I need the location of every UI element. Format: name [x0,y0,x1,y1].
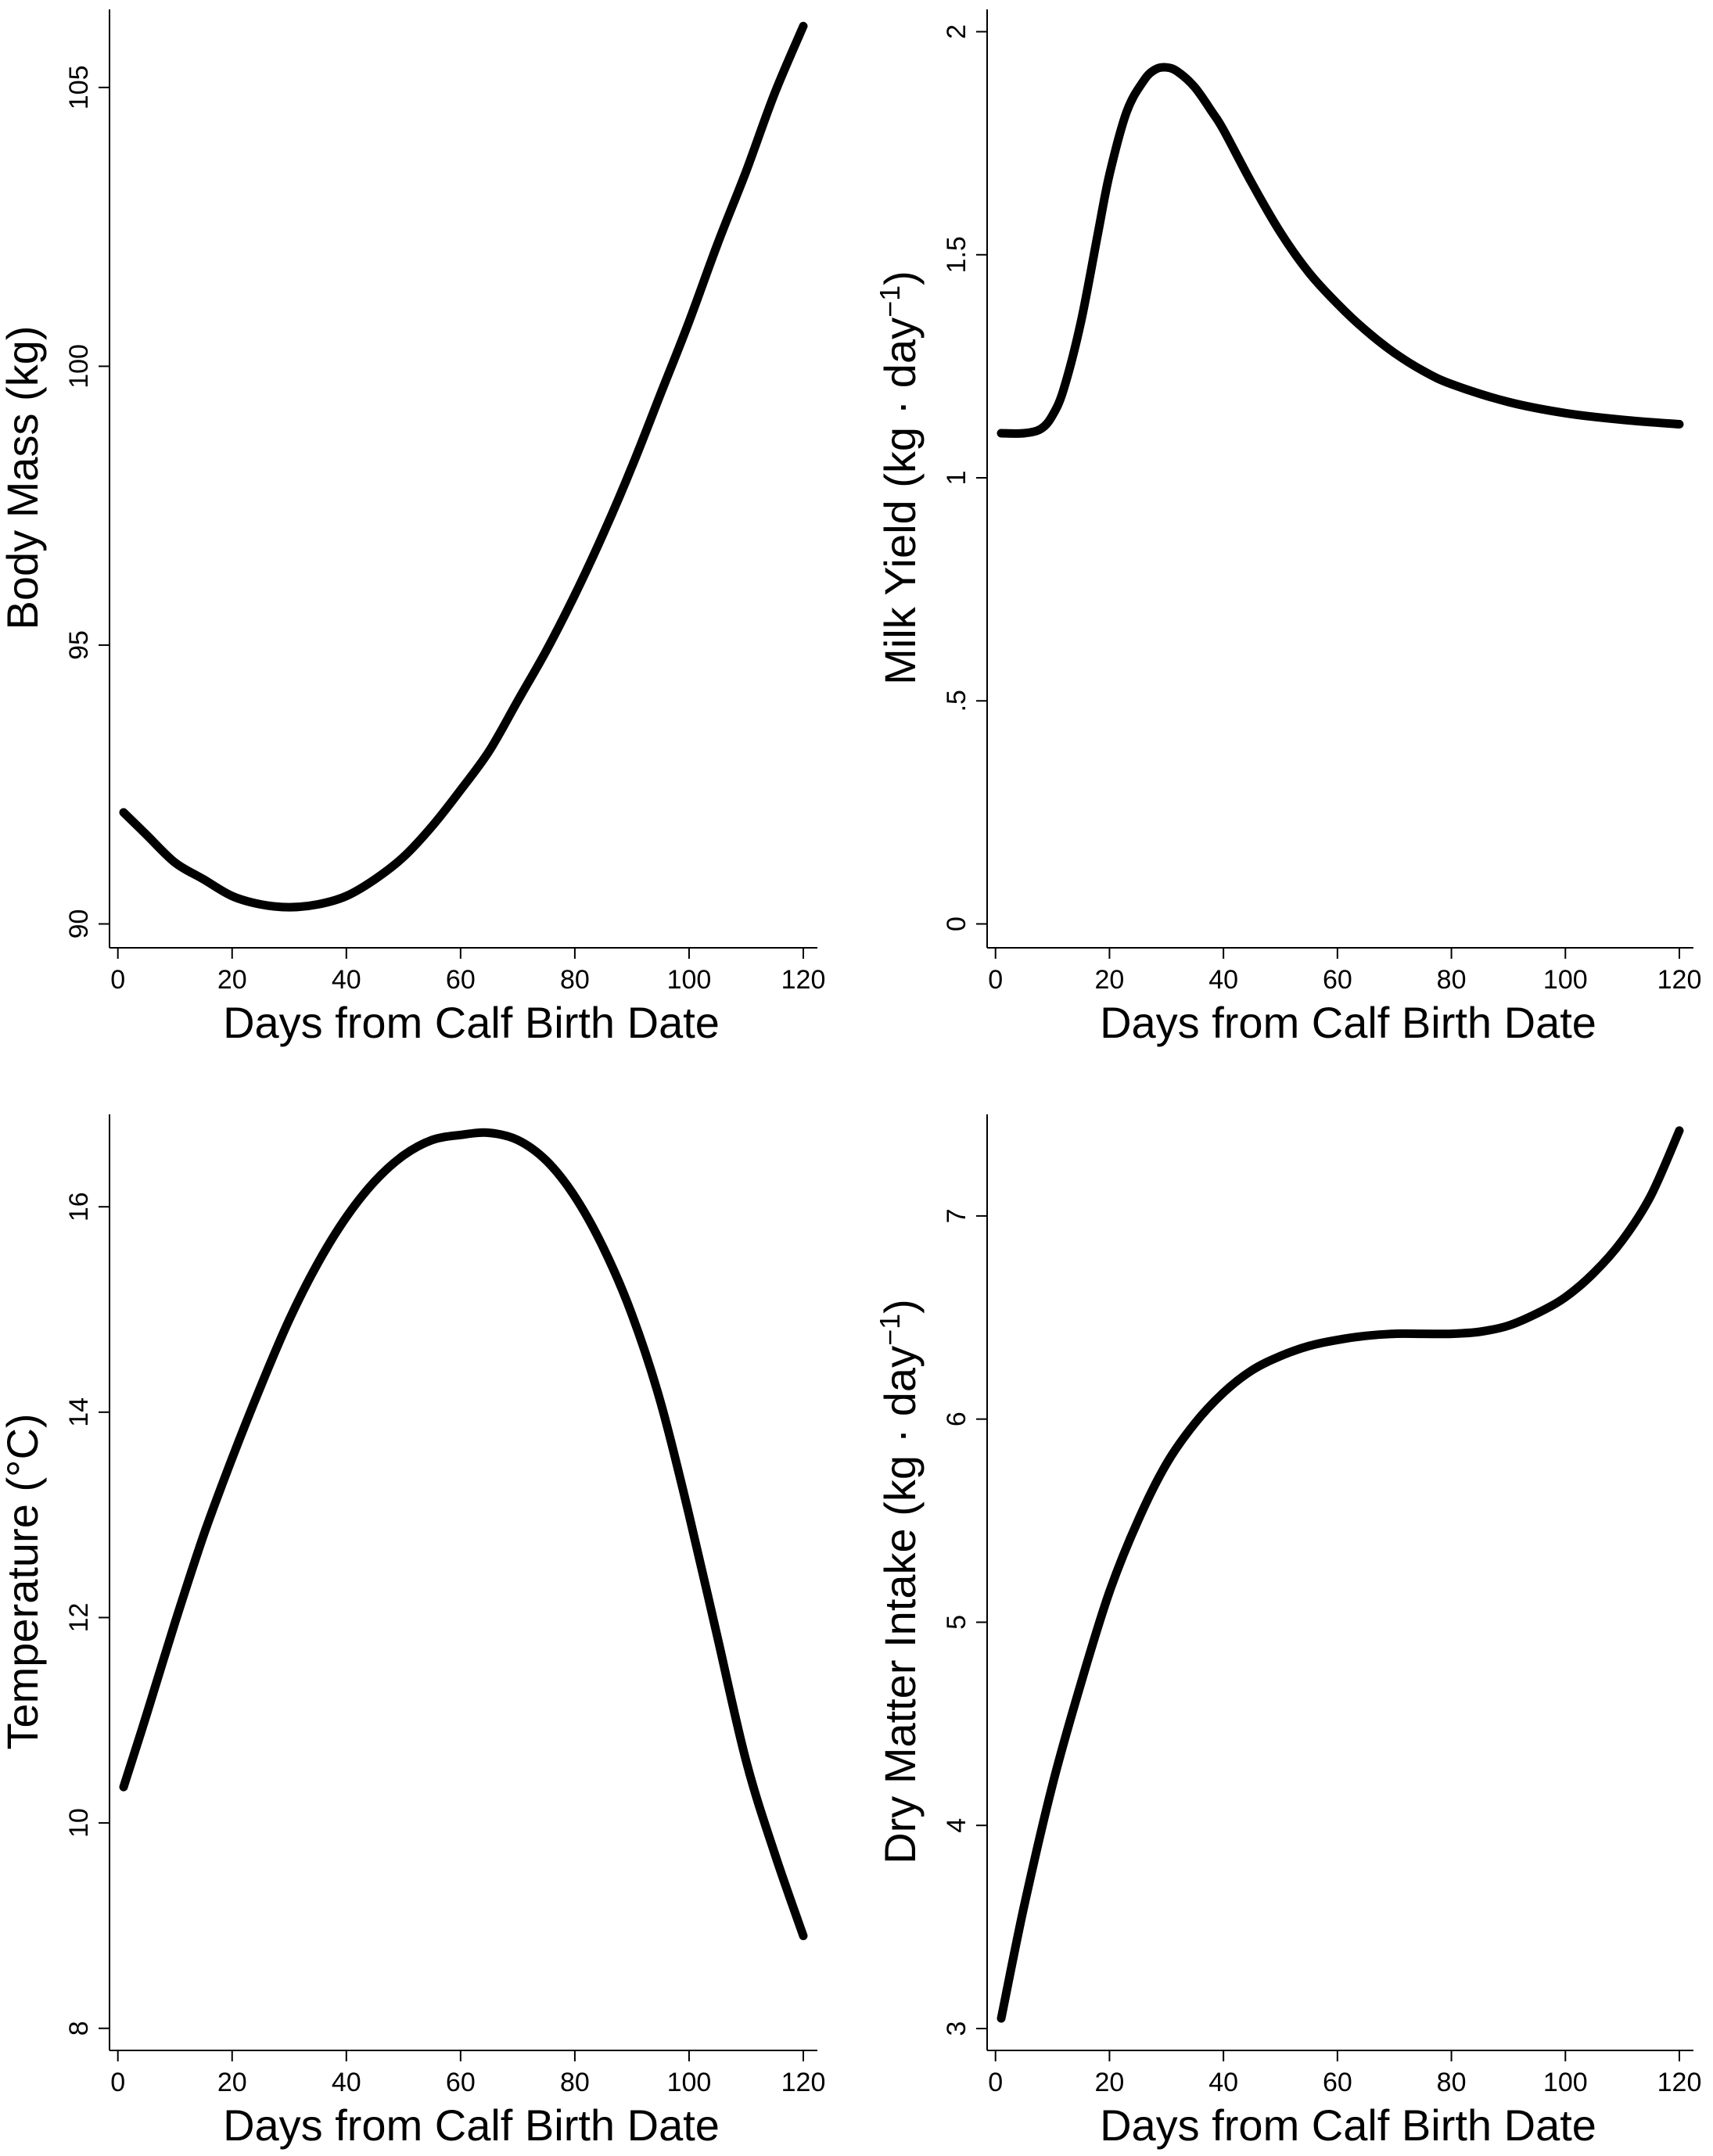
x-tick-label: 20 [217,2068,247,2097]
x-tick-label: 120 [781,2068,826,2097]
x-tick-label: 40 [1208,965,1238,995]
x-tick-label: 40 [1208,2068,1238,2097]
y-tick-label: 6 [942,1412,971,1426]
y-tick-label: 8 [64,2021,94,2036]
x-tick-label: 0 [988,2068,1003,2097]
x-tick-label: 0 [988,965,1003,995]
y-tick-label: 1 [942,471,971,486]
y-tick-label: 0 [942,917,971,931]
x-tick-label: 80 [1437,2068,1467,2097]
panel-dry-matter-intake: 0 20 40 60 80 100 120 3 4 5 6 7 Days from Calf Birth… [874,1114,1702,2150]
x-tick-label: 80 [560,2068,590,2097]
panel-body-mass: 0 20 40 60 80 100 120 90 95 100 105 Days from Calf … [0,9,825,1047]
x-axis-title: Days from Calf Birth Date [223,998,720,1047]
x-tick-label: 20 [1095,2068,1125,2097]
x-tick-label: 60 [1323,2068,1352,2097]
y-axis-title: Temperature (°C) [0,1413,47,1749]
y-tick-label: 105 [64,65,94,109]
y-tick-label: 1.5 [942,236,971,273]
x-tick-label: 60 [446,2068,476,2097]
x-tick-label: 120 [1657,965,1702,995]
y-tick-label: 90 [64,909,94,939]
x-axis-title: Days from Calf Birth Date [1100,2100,1596,2150]
panel-temperature: 0 20 40 60 80 100 120 8 10 12 14 16 Days from Calf B… [0,1114,825,2150]
x-tick-label: 0 [110,2068,125,2097]
x-tick-label: 60 [1323,965,1352,995]
y-tick-label: 3 [942,2021,971,2036]
y-tick-label: 10 [64,1808,94,1838]
y-tick-label: 14 [64,1397,94,1427]
x-tick-label: 80 [560,965,590,995]
x-tick-label: 100 [1543,2068,1588,2097]
y-tick-label: 4 [942,1818,971,1833]
x-axis-title: Days from Calf Birth Date [223,2100,720,2150]
series-line [997,1126,1684,2023]
series-line [997,63,1684,438]
x-tick-label: 20 [217,965,247,995]
y-tick-label: .5 [942,690,971,712]
y-tick-label: 7 [942,1208,971,1223]
x-tick-label: 100 [667,2068,712,2097]
x-tick-label: 120 [781,965,826,995]
x-tick-label: 120 [1657,2068,1702,2097]
x-tick-label: 20 [1095,965,1125,995]
y-axis-title: Dry Matter Intake (kg · day−1) [874,1299,925,1864]
x-tick-label: 0 [110,965,125,995]
y-axis-title: Body Mass (kg) [0,326,47,630]
y-tick-label: 2 [942,24,971,39]
x-tick-label: 60 [446,965,476,995]
panel-milk-yield: 0 20 40 60 80 100 120 0 .5 1 1.5 2 Days from Calf Bi… [874,9,1702,1047]
y-axis-title: Milk Yield (kg · day−1) [874,271,925,685]
y-tick-label: 100 [64,344,94,389]
y-tick-label: 12 [64,1603,94,1633]
x-tick-label: 80 [1437,965,1467,995]
x-axis-title: Days from Calf Birth Date [1100,998,1596,1047]
y-tick-label: 5 [942,1615,971,1630]
series-line [119,21,808,912]
x-tick-label: 100 [1543,965,1588,995]
y-tick-label: 95 [64,630,94,660]
y-tick-label: 16 [64,1192,94,1221]
x-tick-label: 100 [667,965,712,995]
series-line [119,1128,808,1940]
x-tick-label: 40 [332,2068,361,2097]
x-tick-label: 40 [332,965,361,995]
